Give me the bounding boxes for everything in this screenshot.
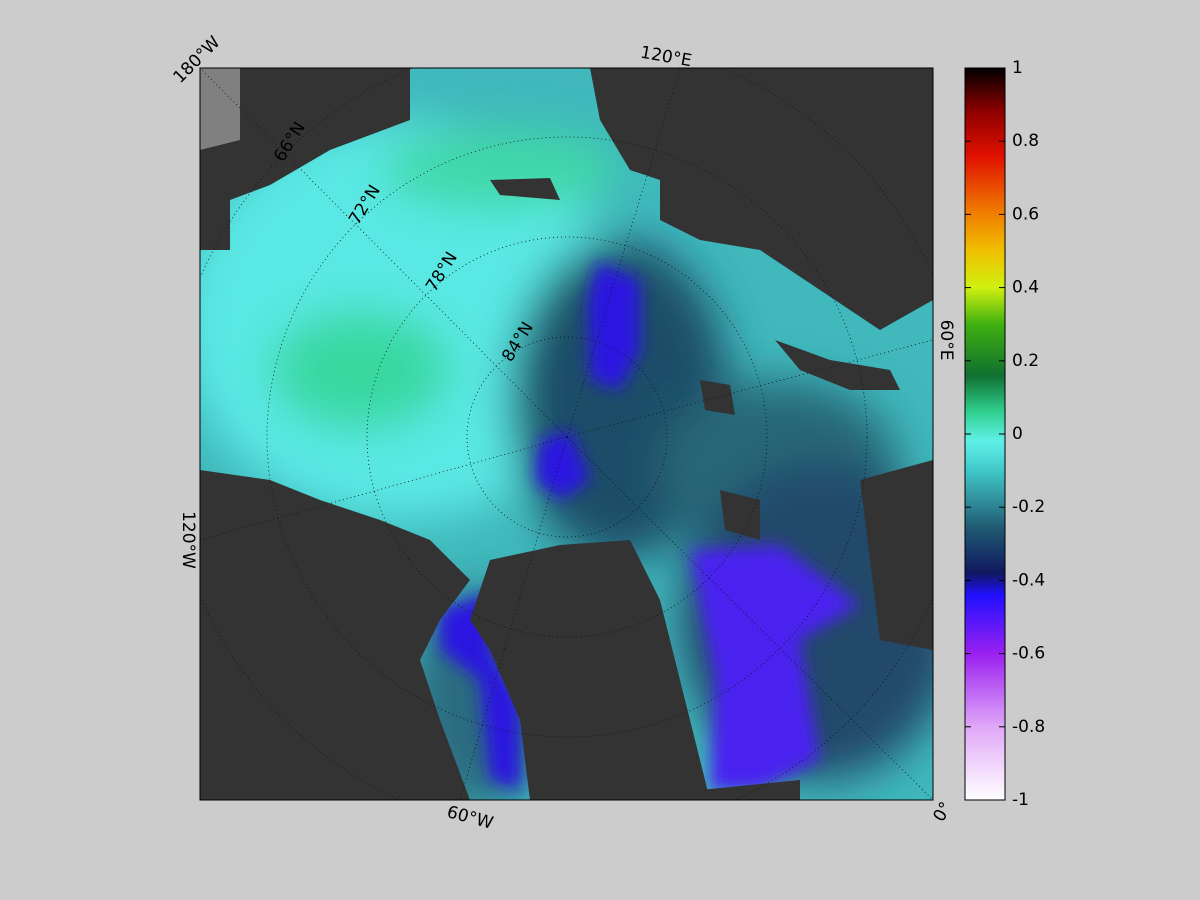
map [200, 68, 933, 800]
colorbar-tick-label: 0.2 [1012, 351, 1039, 371]
negative-anomaly [440, 262, 860, 790]
longitude-label: 60°E [936, 320, 956, 361]
colorbar-tick-label: 0.8 [1012, 131, 1039, 151]
longitude-label: 60°W [445, 802, 496, 834]
colorbar-tick-label: -0.8 [1012, 717, 1045, 737]
colorbar-tick-label: 1 [1012, 58, 1023, 78]
longitude-label: 120°E [639, 43, 693, 72]
colorbar-tick-label: 0.4 [1012, 278, 1039, 298]
colorbar [964, 67, 1006, 801]
longitude-label: 120°W [178, 511, 198, 569]
graticule [200, 68, 933, 800]
colorbar-tick-label: -0.4 [1012, 570, 1045, 590]
longitude-label: 0° [930, 799, 957, 826]
colorbar-tick-label: -1 [1012, 790, 1029, 810]
colorbar-axis: 1 0.8 0.6 0.4 0.2 0 -0.2 -0.4 -0.6 -0.8 -1 [965, 58, 1045, 810]
colorbar-tick-label: -0.2 [1012, 497, 1045, 517]
colorbar-tick-label: 0 [1012, 424, 1023, 444]
colorbar-tick-label: -0.6 [1012, 644, 1045, 664]
map-frame [199, 67, 934, 801]
colorbar-tick-label: 0.6 [1012, 204, 1039, 224]
